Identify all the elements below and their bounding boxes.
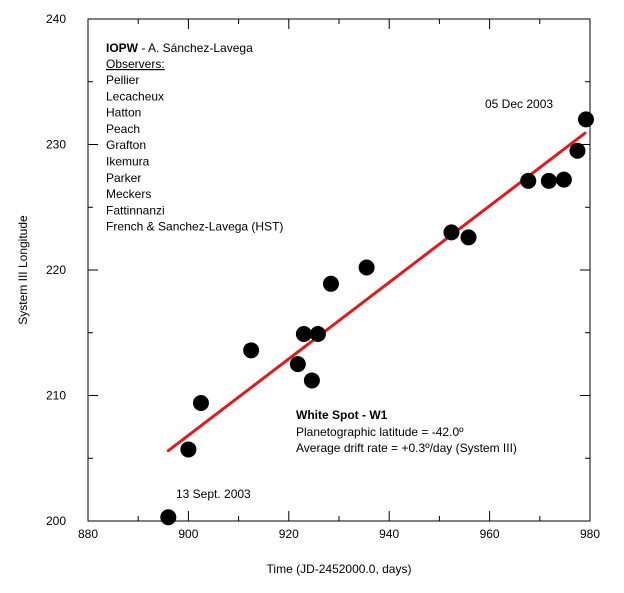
observer-name: Pellier: [106, 73, 139, 87]
x-tick-label: 960: [480, 527, 500, 541]
y-tick-label: 220: [46, 263, 66, 277]
observers-list: Pellier Lecacheux Hatton Peach Grafton Ikemur…: [106, 73, 283, 234]
x-tick-label: 880: [78, 527, 98, 541]
credit-bold: IOPW: [106, 41, 139, 55]
axis-ticks: [87, 18, 591, 522]
data-point: [295, 326, 312, 343]
observer-name: Parker: [106, 171, 141, 185]
fit-line: [166, 131, 587, 453]
data-point: [289, 356, 306, 373]
x-tick-label: 900: [178, 527, 198, 541]
data-point: [192, 395, 209, 412]
x-axis-title: Time (JD-2452000.0, days): [267, 562, 412, 576]
date-start-label: 13 Sept. 2003: [176, 487, 251, 501]
data-point: [555, 171, 572, 188]
data-point: [358, 259, 375, 276]
observer-name: Grafton: [106, 138, 146, 152]
data-point: [309, 326, 326, 343]
data-point: [243, 342, 260, 359]
data-point: [322, 275, 339, 292]
spot-title: White Spot - W1: [296, 408, 388, 422]
observer-name: Hatton: [106, 106, 141, 120]
y-tick-label: 240: [46, 12, 66, 26]
credit-text: IOPW - A. Sánchez-Lavega: [106, 41, 253, 55]
credit-rest: - A. Sánchez-Lavega: [138, 41, 253, 55]
data-point: [180, 441, 197, 458]
drift-rate-text: Average drift rate = +0.3º/day (System I…: [296, 441, 517, 455]
x-tick-label: 940: [379, 527, 399, 541]
observer-name: Fattinnanzi: [106, 203, 165, 217]
latitude-text: Planetographic latitude = -42.0º: [296, 425, 464, 439]
data-point: [303, 372, 320, 389]
y-tick-label: 200: [46, 514, 66, 528]
date-end-label: 05 Dec 2003: [485, 97, 553, 111]
observers-heading: Observers:: [106, 57, 165, 71]
x-tick-label: 980: [580, 527, 600, 541]
observer-name: Meckers: [106, 187, 151, 201]
observer-name: French & Sanchez-Lavega (HST): [106, 220, 283, 234]
fit-line-layer: [166, 131, 587, 453]
data-point: [443, 224, 460, 241]
x-tick-label: 920: [279, 527, 299, 541]
data-point: [460, 229, 477, 246]
observer-name: Lecacheux: [106, 89, 164, 103]
y-tick-label: 230: [46, 138, 66, 152]
y-axis-title: System III Longitude: [16, 215, 30, 325]
data-points: [160, 111, 594, 526]
data-point: [569, 142, 586, 159]
axis-tick-labels: 880 900 920 940 960 980 200 210 220 230 240: [46, 12, 600, 541]
data-point: [160, 509, 177, 526]
y-tick-label: 210: [46, 389, 66, 403]
data-point: [577, 111, 594, 128]
observer-name: Peach: [106, 122, 140, 136]
observer-name: Ikemura: [106, 155, 150, 169]
data-point: [540, 172, 557, 189]
data-point: [520, 172, 537, 189]
